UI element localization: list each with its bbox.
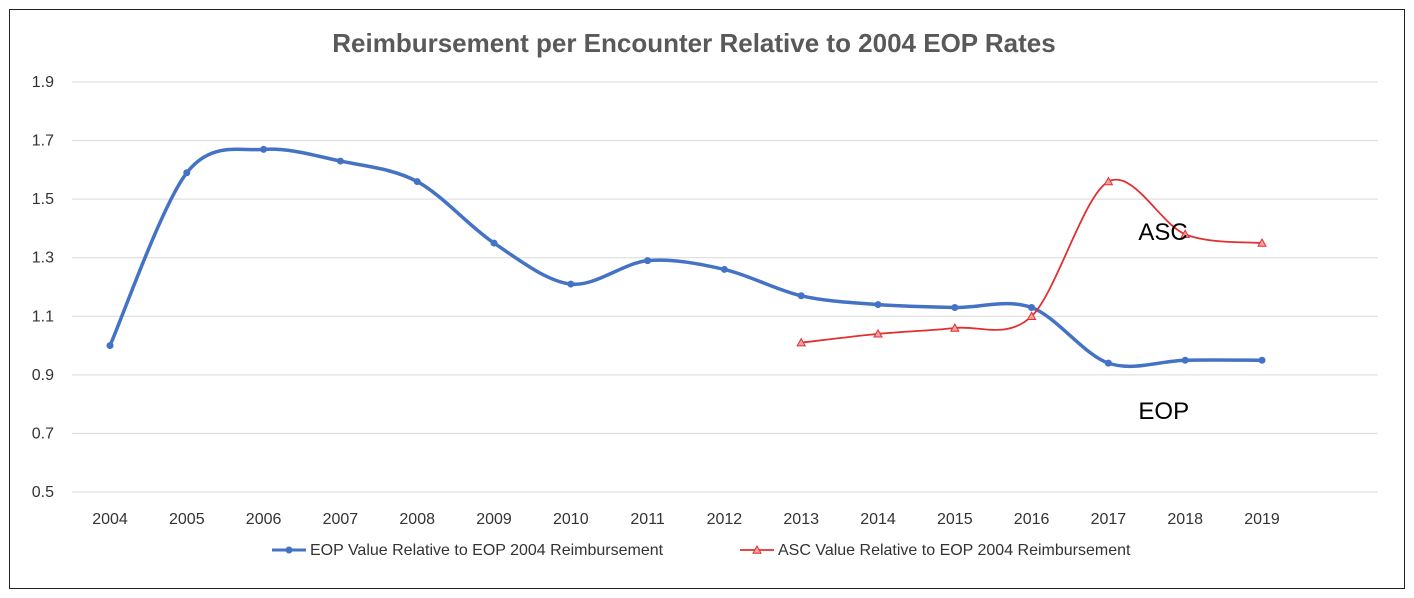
data-point [1103,176,1114,186]
data-point [1258,356,1266,364]
x-tick-label: 2013 [783,511,819,528]
x-tick-label: 2008 [399,511,435,528]
y-tick-label: 0.7 [32,425,54,442]
x-tick-label: 2011 [630,511,665,528]
legend: EOP Value Relative to EOP 2004 Reimburse… [272,542,1131,559]
x-tick-label: 2012 [707,511,743,528]
x-tick-label: 2016 [1014,511,1050,528]
x-tick-label: 2015 [937,511,973,528]
x-axis-ticks: 2004 2005 2006 2007 2008 2009 2010 2011 2012 2013… [92,511,1280,528]
data-point [796,337,807,347]
x-tick-label: 2019 [1244,511,1280,528]
y-tick-label: 0.9 [32,367,54,384]
x-tick-label: 2004 [92,511,128,528]
legend-label: EOP Value Relative to EOP 2004 Reimburse… [310,542,664,559]
data-point [1181,356,1189,364]
data-point [1028,304,1036,311]
annotations: ASC EOP [1138,219,1189,425]
x-tick-label: 2018 [1167,511,1203,528]
y-tick-label: 1.5 [32,191,54,208]
legend-item-eop: EOP Value Relative to EOP 2004 Reimburse… [272,542,664,559]
data-point [1257,238,1267,247]
y-tick-label: 1.1 [32,308,54,325]
annotation-label: EOP [1138,398,1189,425]
data-point [567,280,575,288]
data-point [644,257,652,265]
x-tick-label: 2007 [323,511,359,528]
data-point [951,304,959,311]
y-tick-label: 1.9 [32,74,54,91]
x-tick-label: 2005 [169,511,205,528]
data-point [260,145,268,153]
x-tick-label: 2010 [553,511,589,528]
data-point [1180,229,1191,238]
y-tick-label: 1.7 [32,133,54,150]
data-point [873,328,883,338]
x-tick-label: 2017 [1091,511,1127,528]
data-point [797,292,805,300]
annotation-label: ASC [1138,219,1187,246]
legend-label: ASC Value Relative to EOP 2004 Reimburse… [778,542,1131,559]
x-tick-label: 2009 [476,511,512,528]
data-point [720,265,728,273]
data-point [413,178,421,186]
gridlines [72,81,1378,493]
data-point [336,157,344,165]
chart-title: Reimbursement per Encounter Relative to … [332,28,1055,58]
data-point [106,342,114,350]
legend-marker [752,544,762,554]
data-point [490,239,498,247]
y-axis-ticks: 0.5 0.7 0.9 1.1 1.3 1.5 1.7 1.9 [32,74,54,501]
series-asc [796,176,1267,347]
data-point [1026,311,1037,320]
legend-marker [285,546,293,554]
data-point [1104,359,1112,367]
data-point [949,322,960,332]
x-tick-label: 2006 [246,511,282,528]
y-tick-label: 0.5 [32,484,54,501]
y-tick-label: 1.3 [32,250,54,267]
x-tick-label: 2014 [860,511,896,528]
series-eop [106,145,1266,368]
series-group [106,145,1267,368]
data-point [874,301,882,309]
legend-item-asc: ASC Value Relative to EOP 2004 Reimburse… [740,542,1131,559]
data-point [183,169,191,177]
